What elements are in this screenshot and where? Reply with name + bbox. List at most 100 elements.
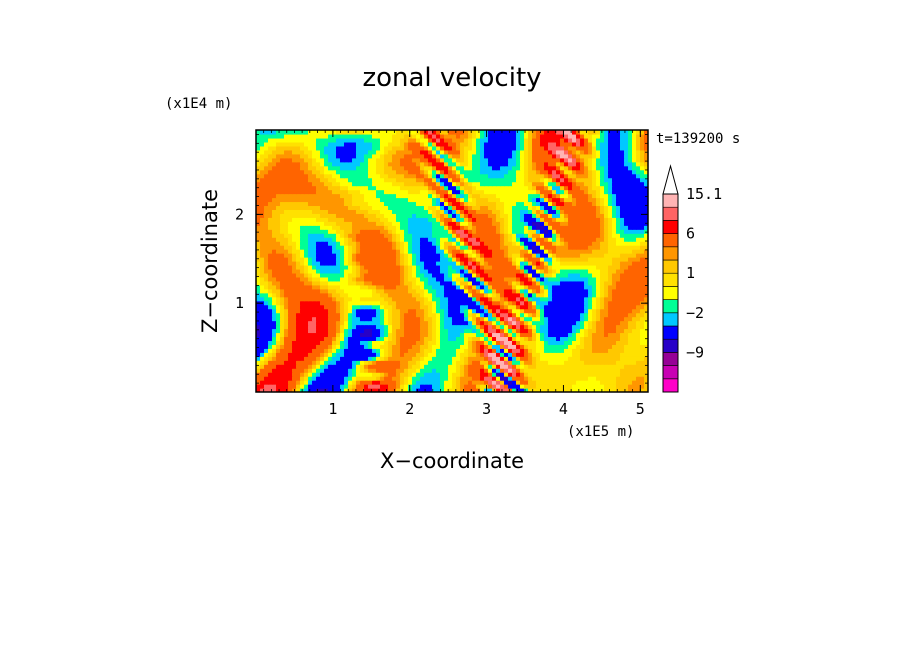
field-cell	[496, 249, 501, 254]
field-cell	[356, 328, 361, 334]
field-cell	[580, 340, 585, 345]
field-cell	[520, 336, 525, 341]
field-cell	[516, 352, 521, 357]
field-cell	[384, 233, 389, 238]
field-cell	[588, 384, 593, 389]
field-cell	[500, 328, 505, 334]
field-cell	[624, 201, 629, 207]
field-cell	[544, 217, 549, 222]
field-cell	[440, 372, 445, 377]
field-cell	[312, 280, 317, 286]
field-cell	[404, 201, 409, 207]
field-cell	[616, 328, 621, 334]
field-cell	[324, 324, 329, 330]
field-cell	[340, 280, 345, 286]
field-cell	[488, 253, 493, 258]
field-cell	[312, 292, 317, 298]
field-cell	[308, 276, 313, 282]
field-cell	[640, 368, 645, 373]
field-cell	[528, 221, 533, 226]
field-cell	[568, 376, 573, 381]
field-cell	[464, 257, 469, 262]
field-cell	[312, 221, 317, 226]
field-cell	[464, 229, 469, 234]
field-cell	[304, 233, 309, 238]
field-cell	[432, 348, 437, 353]
field-cell	[268, 300, 273, 306]
field-cell	[552, 304, 557, 310]
field-cell	[256, 316, 261, 322]
field-cell	[428, 193, 433, 199]
field-cell	[280, 296, 285, 302]
field-cell	[336, 376, 341, 381]
field-cell	[472, 241, 477, 246]
field-cell	[348, 320, 353, 326]
field-cell	[524, 241, 529, 246]
field-cell	[292, 261, 297, 266]
field-cell	[556, 304, 561, 310]
field-cell	[624, 288, 629, 294]
field-cell	[308, 209, 313, 214]
field-cell	[420, 324, 425, 330]
field-cell	[284, 253, 289, 258]
field-cell	[336, 292, 341, 298]
field-cell	[596, 237, 601, 242]
field-cell	[408, 380, 413, 385]
field-cell	[384, 253, 389, 258]
field-cell	[280, 344, 285, 349]
field-cell	[276, 253, 281, 258]
field-cell	[436, 388, 441, 392]
field-cell	[484, 364, 489, 369]
field-cell	[324, 312, 329, 318]
field-cell	[508, 356, 513, 361]
field-cell	[268, 233, 273, 238]
field-cell	[400, 197, 405, 203]
field-cell	[540, 312, 545, 318]
field-cell	[524, 201, 529, 207]
field-cell	[616, 261, 621, 266]
field-cell	[364, 229, 369, 234]
field-cell	[264, 268, 269, 274]
field-cell	[352, 205, 357, 210]
field-cell	[444, 217, 449, 222]
field-cell	[568, 241, 573, 246]
field-cell	[464, 348, 469, 353]
field-cell	[296, 276, 301, 282]
field-cell	[584, 328, 589, 334]
field-cell	[408, 332, 413, 338]
field-cell	[532, 316, 537, 322]
field-cell	[644, 356, 648, 361]
field-cell	[272, 372, 277, 377]
field-cell	[516, 372, 521, 377]
field-cell	[468, 348, 473, 353]
field-cell	[536, 201, 541, 207]
field-cell	[432, 308, 437, 314]
field-cell	[520, 249, 525, 254]
field-cell	[560, 237, 565, 242]
field-cell	[336, 272, 341, 278]
field-cell	[596, 336, 601, 341]
field-cell	[368, 376, 373, 381]
field-cell	[488, 241, 493, 246]
field-cell	[376, 261, 381, 266]
field-cell	[256, 257, 261, 262]
field-cell	[484, 284, 489, 290]
field-cell	[324, 205, 329, 210]
field-cell	[556, 201, 561, 207]
field-cell	[568, 233, 573, 238]
field-cell	[368, 272, 373, 278]
field-cell	[368, 372, 373, 377]
field-cell	[268, 288, 273, 294]
field-cell	[424, 249, 429, 254]
field-cell	[644, 284, 648, 290]
field-cell	[464, 237, 469, 242]
field-cell	[340, 308, 345, 314]
field-cell	[300, 352, 305, 357]
field-cell	[640, 241, 645, 246]
field-cell	[388, 268, 393, 274]
field-cell	[588, 213, 593, 218]
field-cell	[284, 193, 289, 199]
field-cell	[420, 372, 425, 377]
field-cell	[408, 189, 413, 195]
field-cell	[412, 241, 417, 246]
